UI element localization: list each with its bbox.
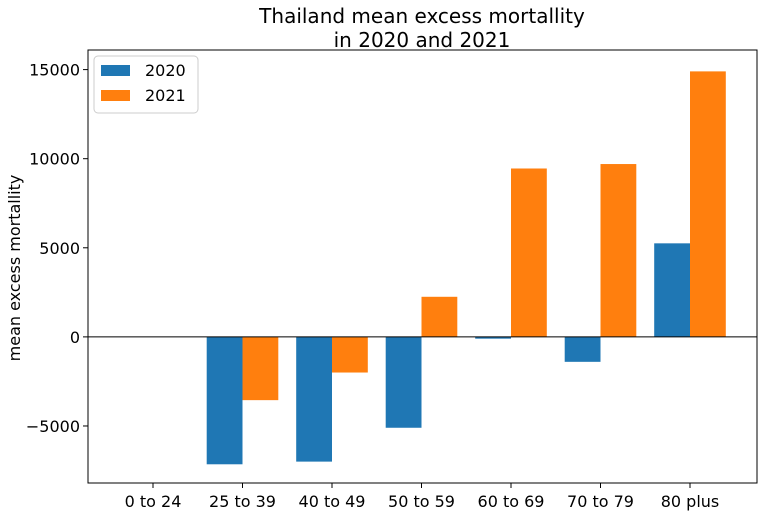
legend-swatch-2021 (101, 90, 130, 101)
legend-label-2021: 2021 (145, 86, 186, 105)
bar-2021-4 (511, 168, 547, 337)
bar-2021-3 (421, 296, 458, 337)
chart-title-line-2: in 2020 and 2021 (334, 28, 511, 52)
bar-2021-2 (332, 336, 368, 373)
legend: 2020 2021 (93, 55, 199, 114)
y-tick-label: 15000 (29, 61, 80, 80)
bar-2021-5 (600, 164, 637, 337)
bar-2020-3 (385, 336, 422, 428)
bar-2021-6 (690, 71, 726, 337)
y-axis-ticks: −5000 0 5000 10000 15000 (26, 61, 88, 436)
y-tick-label: 0 (70, 328, 80, 347)
bar-2020-1 (206, 336, 243, 465)
legend-swatch-2020 (101, 65, 130, 76)
x-tick-label: 25 to 39 (209, 492, 276, 511)
bar-2021-1 (242, 336, 279, 401)
y-tick-label: −5000 (26, 417, 80, 436)
x-tick-label: 70 to 79 (567, 492, 634, 511)
x-tick-label: 50 to 59 (388, 492, 455, 511)
x-tick-label: 40 to 49 (299, 492, 366, 511)
x-tick-label: 80 plus (661, 492, 720, 511)
y-tick-label: 5000 (39, 239, 80, 258)
legend-label-2020: 2020 (145, 61, 186, 80)
bar-2020-5 (564, 336, 601, 362)
y-tick-label: 10000 (29, 150, 80, 169)
y-axis-label: mean excess mortallity (5, 175, 24, 362)
x-tick-label: 60 to 69 (478, 492, 545, 511)
bar-2020-4 (475, 336, 511, 339)
chart-title-line-1: Thailand mean excess mortallity (258, 4, 585, 28)
bar-2020-2 (296, 336, 332, 462)
x-axis-ticks: 0 to 24 25 to 39 40 to 49 50 to 59 60 to 69 7… (125, 483, 720, 511)
bars-group (206, 71, 726, 465)
plot-frame (87, 49, 758, 484)
x-tick-label: 0 to 24 (125, 492, 182, 511)
bar-2020-6 (654, 243, 690, 337)
